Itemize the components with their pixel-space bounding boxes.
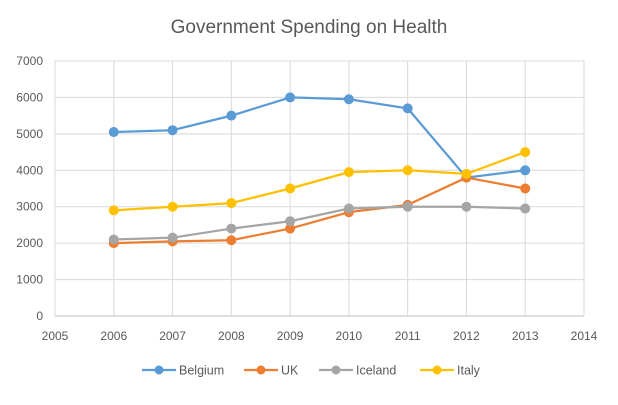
data-point — [461, 168, 472, 179]
legend-label: Iceland — [356, 364, 396, 378]
legend-item-italy: Italy — [420, 364, 481, 378]
x-tick-label: 2011 — [395, 329, 421, 343]
y-tick-label: 2000 — [16, 236, 43, 250]
legend-marker — [154, 365, 164, 375]
data-point — [402, 103, 413, 114]
legend-label: Italy — [457, 364, 481, 378]
data-point — [461, 201, 472, 212]
data-point — [402, 201, 413, 212]
legend-marker — [256, 365, 266, 375]
x-tick-label: 2013 — [512, 329, 539, 343]
legend-marker — [331, 365, 341, 375]
data-point — [520, 203, 531, 214]
series-line — [113, 205, 526, 241]
y-tick-label: 7000 — [16, 54, 43, 68]
x-tick-label: 2005 — [42, 329, 69, 343]
data-point — [343, 203, 354, 214]
x-tick-label: 2012 — [453, 329, 480, 343]
x-tick-label: 2007 — [159, 329, 186, 343]
legend-marker — [432, 365, 442, 375]
legend-item-belgium: Belgium — [142, 364, 224, 378]
legend: Belgium UK Iceland Italy — [142, 364, 481, 378]
data-point — [108, 127, 119, 138]
data-point — [520, 147, 531, 158]
series-italy — [108, 147, 531, 216]
x-axis-ticks: 2005 2006 2007 2008 2009 2010 2011 2012 2013 2014 — [42, 329, 598, 343]
x-tick-label: 2006 — [100, 329, 127, 343]
chart-title: Government Spending on Health — [171, 17, 448, 38]
data-point — [167, 201, 178, 212]
data-point — [520, 165, 531, 176]
data-point — [226, 223, 237, 234]
x-tick-label: 2009 — [277, 329, 304, 343]
data-point — [226, 198, 237, 209]
y-tick-label: 6000 — [16, 90, 43, 104]
legend-item-uk: UK — [244, 364, 299, 378]
data-point — [285, 92, 296, 103]
data-point — [167, 232, 178, 243]
legend-item-iceland: Iceland — [319, 364, 396, 378]
data-point — [226, 110, 237, 121]
data-point — [108, 234, 119, 245]
data-point — [167, 125, 178, 136]
data-point — [343, 167, 354, 178]
legend-label: UK — [281, 364, 299, 378]
data-point — [343, 94, 354, 105]
series-line — [113, 96, 526, 179]
x-tick-label: 2008 — [218, 329, 245, 343]
data-point — [402, 165, 413, 176]
data-point — [285, 216, 296, 227]
legend-label: Belgium — [179, 364, 224, 378]
data-point — [108, 205, 119, 216]
y-tick-label: 4000 — [16, 163, 43, 177]
y-axis-ticks: 0 1000 2000 3000 4000 5000 6000 7000 — [16, 54, 43, 323]
series-line — [113, 151, 526, 212]
y-tick-label: 3000 — [16, 200, 43, 214]
y-tick-label: 5000 — [16, 127, 43, 141]
data-point — [520, 183, 531, 194]
data-point — [226, 235, 237, 246]
series-iceland — [108, 201, 531, 245]
y-tick-label: 0 — [36, 309, 43, 323]
series-group — [108, 92, 531, 249]
y-tick-label: 1000 — [16, 273, 43, 287]
data-point — [285, 183, 296, 194]
x-tick-label: 2014 — [571, 329, 598, 343]
series-line — [113, 176, 526, 245]
data-point — [285, 223, 296, 234]
x-tick-label: 2010 — [336, 329, 363, 343]
